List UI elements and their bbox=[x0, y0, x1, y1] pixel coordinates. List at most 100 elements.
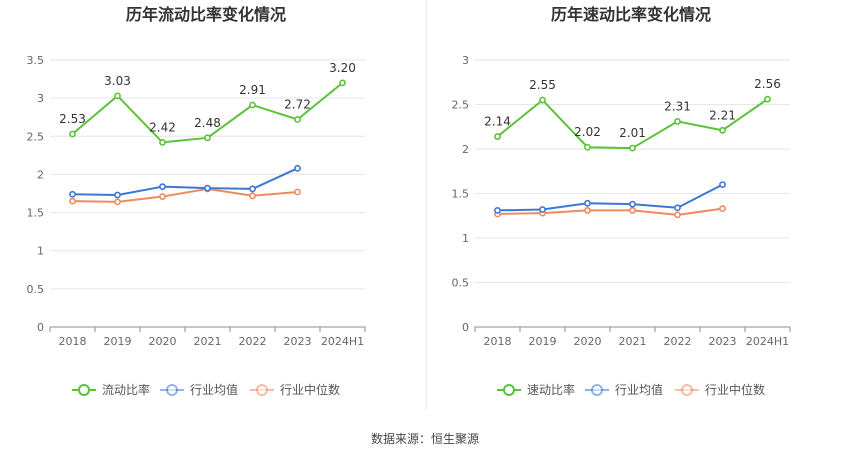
data-label: 2.91 bbox=[239, 83, 266, 97]
series-line-industry_median bbox=[72, 187, 298, 203]
data-point-industry_avg bbox=[494, 207, 501, 214]
legend-item-industry_median: 行业中位数 bbox=[250, 382, 340, 397]
y-tick-label: 2 bbox=[462, 143, 469, 156]
y-tick-label: 0.5 bbox=[27, 283, 45, 296]
y-tick-label: 0.5 bbox=[452, 277, 470, 290]
legend-marker-icon bbox=[256, 384, 268, 396]
series-line-industry_avg bbox=[497, 183, 723, 212]
data-label: 3.03 bbox=[104, 74, 131, 88]
y-tick-label: 3 bbox=[37, 92, 44, 105]
y-tick-label: 1 bbox=[37, 245, 44, 258]
y-tick-label: 2.5 bbox=[27, 130, 45, 143]
data-point-industry_avg bbox=[159, 183, 166, 191]
x-tick-label: 2020 bbox=[574, 335, 602, 348]
data-point-industry_median bbox=[629, 207, 636, 214]
data-label: 2.14 bbox=[484, 115, 511, 129]
x-tick-label: 2021 bbox=[194, 335, 222, 348]
chart-title: 历年流动比率变化情况 bbox=[126, 5, 286, 24]
data-label: 2.55 bbox=[529, 78, 556, 92]
data-point-industry_avg bbox=[629, 200, 636, 208]
series-line-industry_avg bbox=[72, 167, 298, 197]
y-tick-label: 1.5 bbox=[452, 188, 470, 201]
data-point-industry_median bbox=[674, 211, 681, 219]
data-label: 2.56 bbox=[754, 77, 781, 91]
y-tick-label: 0 bbox=[462, 321, 469, 334]
data-point-industry_median bbox=[159, 193, 166, 200]
data-point-primary bbox=[249, 101, 256, 109]
data-point-primary bbox=[674, 118, 681, 125]
data-point-primary bbox=[494, 133, 501, 140]
y-tick-label: 0 bbox=[37, 321, 44, 334]
data-point-industry_median bbox=[249, 192, 256, 200]
data-point-industry_avg bbox=[294, 164, 301, 172]
data-label: 3.20 bbox=[329, 61, 356, 75]
y-tick-label: 1 bbox=[462, 232, 469, 245]
chart-title: 历年速动比率变化情况 bbox=[551, 5, 711, 24]
legend-item-industry_avg: 行业均值 bbox=[160, 382, 238, 397]
data-point-industry_median bbox=[294, 188, 301, 196]
x-tick-label: 2024H1 bbox=[321, 335, 364, 348]
y-tick-label: 3 bbox=[462, 54, 469, 67]
data-point-primary bbox=[69, 130, 76, 138]
x-tick-label: 2022 bbox=[239, 335, 267, 348]
x-tick-label: 2019 bbox=[104, 335, 132, 348]
data-point-primary bbox=[629, 144, 636, 152]
x-tick-label: 2018 bbox=[59, 335, 87, 348]
x-tick-label: 2021 bbox=[619, 335, 647, 348]
data-point-industry_median bbox=[584, 207, 591, 214]
data-label: 2.72 bbox=[284, 98, 311, 112]
data-point-primary bbox=[114, 92, 121, 100]
data-point-industry_avg bbox=[539, 206, 546, 213]
legend-label: 速动比率 bbox=[527, 382, 575, 397]
data-point-industry_avg bbox=[719, 181, 726, 188]
legend-label: 行业中位数 bbox=[280, 382, 340, 397]
x-tick-label: 2019 bbox=[529, 335, 557, 348]
quick-ratio-chart: 历年速动比率变化情况 0 0.5 1 1.5 2 2.5 3 2018 2019 2020 2021 2… bbox=[452, 5, 791, 397]
x-tick-label: 2022 bbox=[664, 335, 692, 348]
legend-item-industry_median: 行业中位数 bbox=[675, 382, 765, 397]
data-label: 2.31 bbox=[664, 99, 691, 113]
legend-marker-icon bbox=[78, 384, 90, 396]
legend-label: 行业均值 bbox=[190, 382, 238, 397]
data-point-industry_avg bbox=[204, 184, 211, 192]
data-label: 2.48 bbox=[194, 116, 221, 130]
y-tick-label: 3.5 bbox=[27, 54, 45, 67]
series-line-primary bbox=[71, 82, 344, 144]
y-tick-label: 2 bbox=[37, 168, 44, 181]
data-point-industry_median bbox=[114, 198, 121, 206]
data-point-primary bbox=[339, 79, 346, 87]
x-tick-label: 2023 bbox=[284, 335, 312, 348]
data-point-industry_median bbox=[69, 197, 76, 205]
data-label: 2.21 bbox=[709, 108, 736, 122]
legend-label: 行业中位数 bbox=[705, 382, 765, 397]
data-point-primary bbox=[719, 126, 726, 134]
x-tick-label: 2020 bbox=[149, 335, 177, 348]
x-tick-label: 2024H1 bbox=[746, 335, 789, 348]
data-point-primary bbox=[294, 116, 301, 123]
data-point-primary bbox=[539, 96, 546, 104]
data-point-primary bbox=[159, 138, 166, 146]
y-tick-label: 2.5 bbox=[452, 99, 470, 112]
data-point-industry_avg bbox=[114, 191, 121, 199]
data-label: 2.01 bbox=[619, 126, 646, 140]
data-point-primary bbox=[584, 143, 591, 151]
x-tick-label: 2023 bbox=[709, 335, 737, 348]
legend-item-primary: 速动比率 bbox=[497, 382, 575, 397]
chart-divider bbox=[426, 0, 427, 410]
legend-marker-icon bbox=[681, 384, 693, 396]
y-tick-label: 1.5 bbox=[27, 207, 45, 220]
series-line-primary bbox=[496, 98, 769, 150]
current-ratio-chart: 历年流动比率变化情况 0 0.5 1 1.5 2 2.5 3 3.5 2018 2019 2020 20… bbox=[27, 5, 366, 397]
legend-item-industry_avg: 行业均值 bbox=[585, 382, 663, 397]
data-point-primary bbox=[204, 134, 211, 142]
data-point-primary bbox=[764, 95, 771, 103]
data-point-industry_avg bbox=[674, 204, 681, 212]
series-line-industry_median bbox=[497, 207, 723, 216]
data-point-industry_avg bbox=[69, 190, 76, 198]
legend-item-primary: 流动比率 bbox=[72, 382, 150, 397]
legend-marker-icon bbox=[166, 384, 178, 396]
data-point-industry_median bbox=[719, 205, 726, 213]
data-point-industry_avg bbox=[584, 199, 591, 207]
data-point-industry_avg bbox=[249, 185, 256, 193]
data-label: 2.02 bbox=[574, 125, 601, 139]
